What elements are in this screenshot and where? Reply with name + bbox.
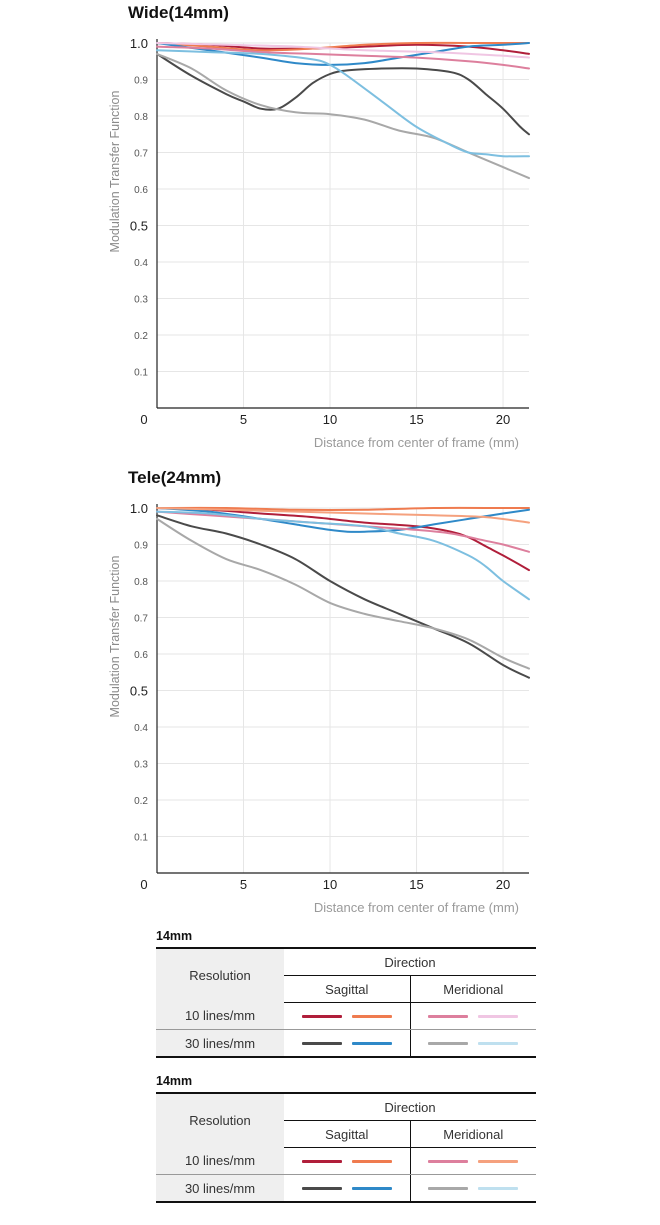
meridional-swatches	[411, 1003, 537, 1029]
legend-swatch	[478, 1041, 519, 1045]
y-tick-label: 0.4	[134, 258, 148, 269]
y-tick-label: 1.0	[130, 36, 148, 51]
series-line-7	[156, 517, 530, 670]
y-tick-label: 0.9	[134, 541, 148, 552]
sagittal-header: Sagittal	[284, 975, 410, 1003]
legend-swatch	[301, 1159, 342, 1163]
series-line-3	[156, 52, 530, 136]
chart-title-wide: Wide(14mm)	[128, 3, 229, 22]
mtf-chart-wide: 0.5 1.0 0.1 0.2 0.3 0.4 0.6 0.7 0.8 0.9 0 5 10 15 20 Di…	[108, 36, 530, 450]
gridlines	[157, 507, 529, 873]
y-tick-label: 0.1	[134, 833, 148, 844]
series-line-5	[156, 510, 530, 553]
resolution-header: Resolution	[156, 1092, 284, 1148]
x-tick-label: 10	[323, 877, 337, 892]
legend-title: 14mm	[156, 1074, 193, 1088]
legend-swatch	[428, 1186, 469, 1190]
legend-swatch	[301, 1186, 342, 1190]
x-tick-label: 10	[323, 412, 337, 427]
y-tick-label: 0.4	[134, 723, 148, 734]
y-tick-label: 0.6	[134, 185, 148, 196]
legend-swatch	[478, 1159, 519, 1163]
y-tick-label: 0.1	[134, 368, 148, 379]
direction-header: Direction	[284, 1092, 536, 1121]
x-axis-label: Distance from center of frame (mm)	[314, 435, 519, 450]
series-line-8	[156, 49, 530, 158]
legend-table-2: 14mm Resolution Direction Sagittal Merid…	[156, 1074, 536, 1203]
x-tick-label: 5	[240, 412, 247, 427]
series-line-6	[156, 507, 530, 524]
direction-header: Direction	[284, 947, 536, 976]
x-tick-label: 0	[140, 412, 147, 427]
y-tick-label: 0.2	[134, 796, 148, 807]
y-tick-label: 0.5	[130, 684, 148, 699]
sagittal-swatches	[284, 1175, 410, 1201]
legend-swatch	[428, 1041, 469, 1045]
x-tick-label: 20	[496, 412, 510, 427]
legend-swatch	[478, 1186, 519, 1190]
legend-swatch	[351, 1159, 392, 1163]
y-tick-label: 0.9	[134, 76, 148, 87]
y-tick-label: 0.8	[134, 577, 148, 588]
x-axis-label: Distance from center of frame (mm)	[314, 900, 519, 915]
y-tick-label: 0.7	[134, 149, 148, 160]
series-line-4	[156, 42, 530, 66]
series-line-2	[156, 506, 530, 512]
y-tick-label: 0.6	[134, 650, 148, 661]
series-line-1	[156, 42, 530, 55]
meridional-header: Meridional	[409, 1120, 536, 1148]
y-axis-label: Modulation Transfer Function	[108, 91, 122, 253]
meridional-swatches	[411, 1148, 537, 1174]
chart-title-tele: Tele(24mm)	[128, 468, 222, 487]
y-tick-label: 0.3	[134, 760, 148, 771]
legend-swatch	[428, 1014, 469, 1018]
legend-swatch	[351, 1186, 392, 1190]
sagittal-swatches	[284, 1030, 410, 1056]
meridional-swatches	[411, 1175, 537, 1201]
legend-row-label: 10 lines/mm	[156, 1147, 284, 1175]
x-tick-label: 5	[240, 877, 247, 892]
mtf-chart-tele: 0.5 1.0 0.1 0.2 0.3 0.4 0.6 0.7 0.8 0.9 0 5 10 15 20 Di…	[108, 501, 530, 915]
series-line-1	[156, 507, 530, 572]
legend-swatch	[301, 1014, 342, 1018]
legend-table-1: 14mm Resolution Direction Sagittal Merid…	[156, 929, 536, 1058]
x-tick-label: 15	[409, 412, 423, 427]
series-line-3	[156, 514, 530, 679]
gridlines	[157, 42, 529, 408]
y-tick-label: 0.3	[134, 295, 148, 306]
y-tick-label: 0.8	[134, 112, 148, 123]
legend-swatch	[301, 1041, 342, 1045]
series-line-5	[156, 45, 530, 70]
legend-row-label: 30 lines/mm	[156, 1174, 284, 1203]
sagittal-swatches	[284, 1148, 410, 1174]
series-line-2	[156, 41, 530, 52]
series-line-8	[156, 510, 530, 601]
series-line-6	[156, 42, 530, 59]
legend-swatch	[351, 1014, 392, 1018]
y-tick-label: 0.2	[134, 331, 148, 342]
resolution-header: Resolution	[156, 947, 284, 1003]
legend-swatch	[478, 1014, 519, 1018]
y-tick-label: 0.7	[134, 614, 148, 625]
legend-title: 14mm	[156, 929, 193, 943]
legend-swatch	[351, 1041, 392, 1045]
x-tick-label: 20	[496, 877, 510, 892]
x-tick-label: 0	[140, 877, 147, 892]
legend-row-label: 30 lines/mm	[156, 1029, 284, 1058]
legend-row-label: 10 lines/mm	[156, 1002, 284, 1030]
legend-swatch	[428, 1159, 469, 1163]
y-tick-label: 0.5	[130, 219, 148, 234]
meridional-header: Meridional	[409, 975, 536, 1003]
x-tick-label: 15	[409, 877, 423, 892]
y-tick-label: 1.0	[130, 501, 148, 516]
sagittal-swatches	[284, 1003, 410, 1029]
y-axis-label: Modulation Transfer Function	[108, 556, 122, 718]
meridional-swatches	[411, 1030, 537, 1056]
sagittal-header: Sagittal	[284, 1120, 410, 1148]
